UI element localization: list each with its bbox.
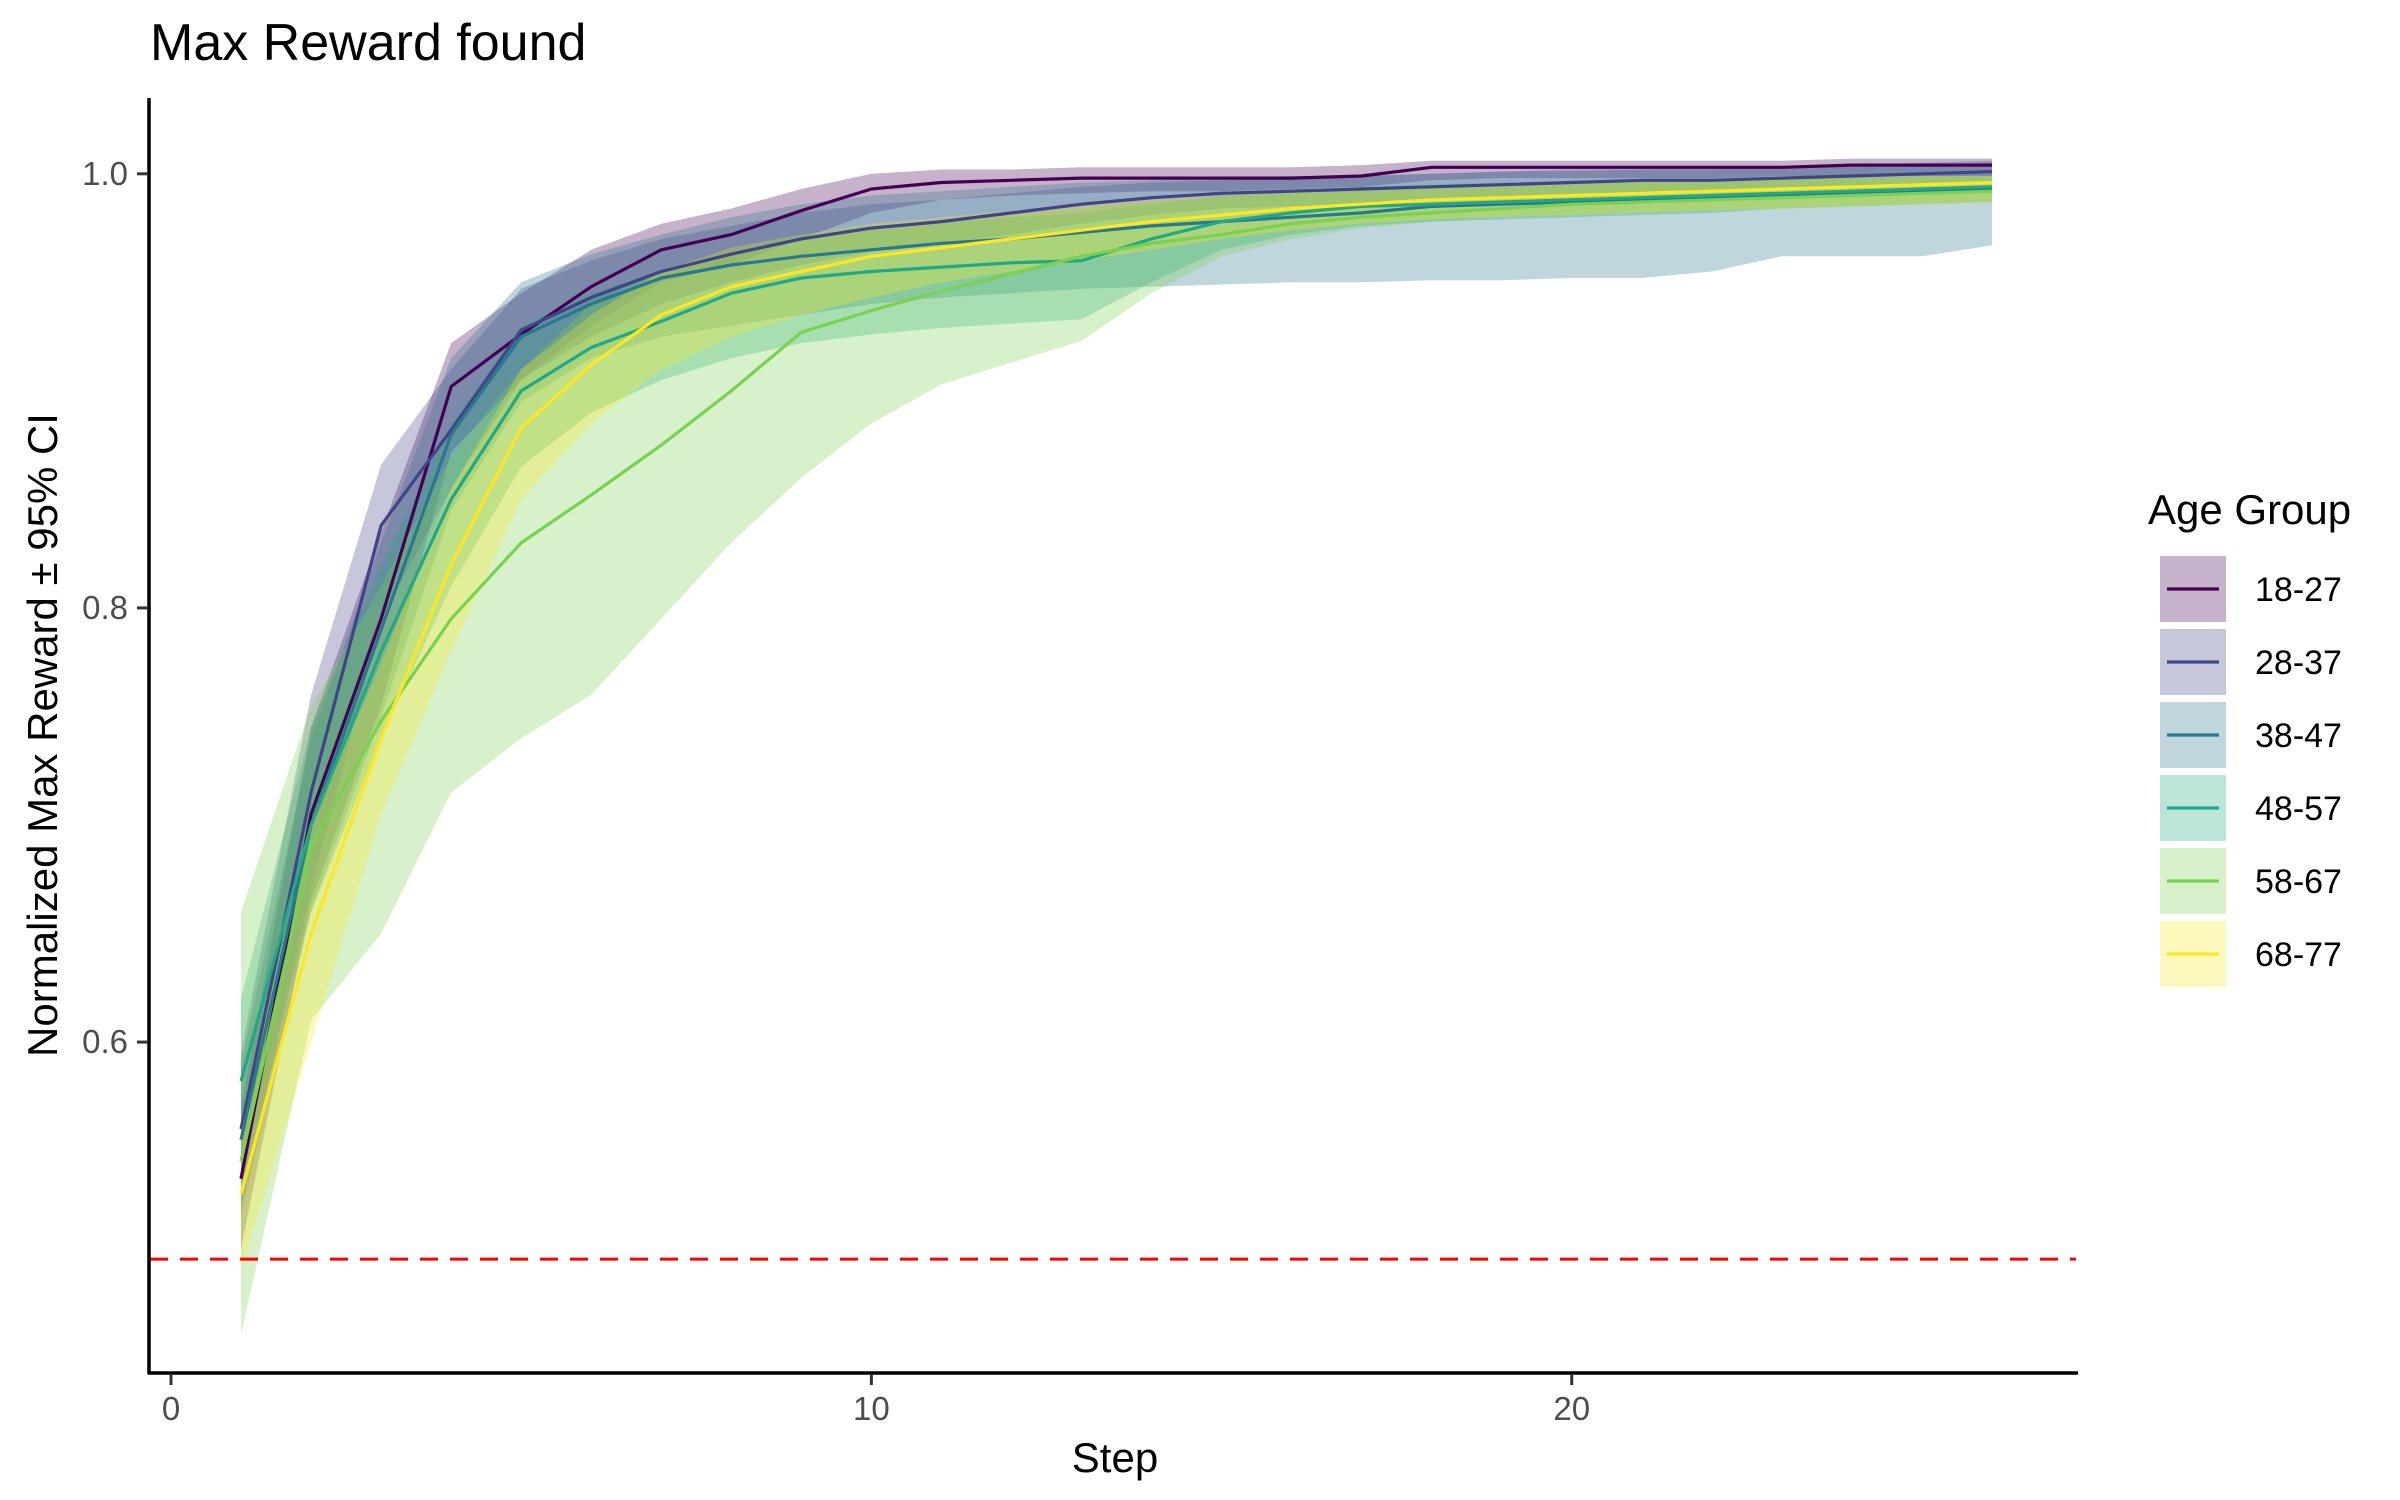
y-axis-ticks: 0.6 0.8 1.0 xyxy=(82,155,148,1060)
legend-item-68-77: 68-77 xyxy=(2160,921,2342,987)
legend-item-38-47: 38-47 xyxy=(2160,702,2342,768)
y-tick-label: 1.0 xyxy=(82,155,128,192)
y-tick-label: 0.6 xyxy=(82,1023,128,1060)
legend-label: 58-67 xyxy=(2255,863,2342,901)
series-line-38-47 xyxy=(239,187,1993,1141)
legend-label: 48-57 xyxy=(2255,790,2342,828)
ci-bands xyxy=(241,158,1992,1336)
x-tick-label: 0 xyxy=(162,1390,180,1427)
legend-label: 68-77 xyxy=(2255,936,2342,974)
legend-item-18-27: 18-27 xyxy=(2160,556,2342,622)
y-tick-label: 0.8 xyxy=(82,589,128,626)
legend-label: 28-37 xyxy=(2255,644,2342,682)
legend-item-58-67: 58-67 xyxy=(2160,848,2342,914)
series-line-28-37 xyxy=(239,170,1993,1130)
legend-item-48-57: 48-57 xyxy=(2160,775,2342,841)
x-axis-ticks: 0 10 20 xyxy=(162,1374,1590,1427)
x-tick-label: 10 xyxy=(853,1390,890,1427)
mean-lines xyxy=(239,163,1993,1195)
legend: Age Group 18-27 28-37 38-47 48-57 58-67 68-77 xyxy=(2148,486,2351,987)
ci-band-58-67 xyxy=(241,176,1992,1336)
series-line-58-67 xyxy=(239,189,1993,1162)
series-line-18-27 xyxy=(239,163,1992,1180)
chart-title: Max Reward found xyxy=(150,14,586,72)
legend-label: 18-27 xyxy=(2255,571,2342,609)
legend-label: 38-47 xyxy=(2255,717,2342,755)
series-line-68-77 xyxy=(239,180,1993,1195)
x-axis-title: Step xyxy=(1072,1434,1158,1481)
y-axis-title: Normalized Max Reward ± 95% CI xyxy=(19,413,66,1057)
legend-item-28-37: 28-37 xyxy=(2160,629,2342,695)
x-tick-label: 20 xyxy=(1553,1390,1590,1427)
legend-title: Age Group xyxy=(2148,486,2351,533)
